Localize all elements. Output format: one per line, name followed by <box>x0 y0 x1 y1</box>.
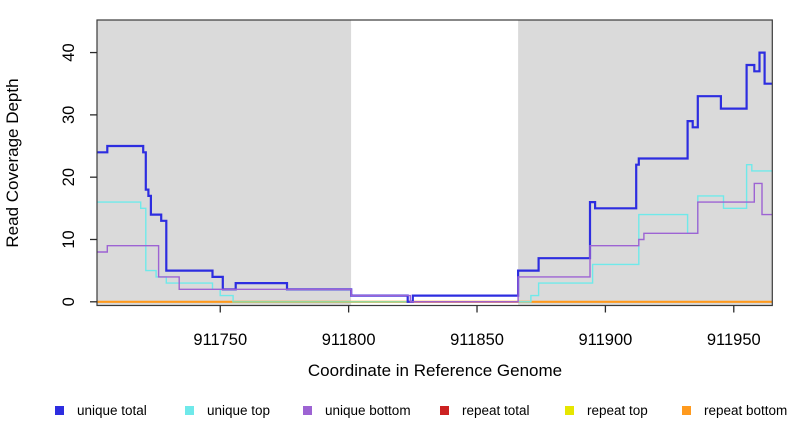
plot-border <box>96 19 773 307</box>
y-tick-label: 10 <box>60 230 78 248</box>
legend-swatch-icon <box>565 405 574 415</box>
x-tick-label: 911850 <box>450 331 504 349</box>
legend-item-repeat-top: repeat top <box>565 400 648 420</box>
y-tick-label: 30 <box>60 106 78 124</box>
legend-label: unique bottom <box>325 402 411 418</box>
x-axis-title: Coordinate in Reference Genome <box>307 361 563 380</box>
background-region <box>518 20 773 306</box>
x-tick-label: 911950 <box>707 331 761 349</box>
series-unique-total-line <box>97 51 773 303</box>
legend-swatch-icon <box>682 405 691 415</box>
legend-item-unique-total: unique total <box>55 400 147 420</box>
y-tick-label: 20 <box>60 168 78 186</box>
series-unique-bottom-line <box>97 182 773 303</box>
legend-item-repeat-bottom: repeat bottom <box>682 400 787 420</box>
legend-item-unique-top: unique top <box>185 400 270 420</box>
y-tick-label: 0 <box>60 297 78 306</box>
legend-item-unique-bottom: unique bottom <box>303 400 411 420</box>
background-region <box>351 20 519 306</box>
background-region <box>97 20 352 306</box>
legend-item-repeat-total: repeat total <box>440 400 530 420</box>
y-tick-label: 40 <box>60 43 78 61</box>
legend-label: unique top <box>207 402 271 418</box>
legend-swatch-icon <box>185 405 194 415</box>
legend-swatch-icon <box>55 405 64 415</box>
x-tick-label: 911800 <box>322 331 376 349</box>
legend-swatch-icon <box>303 405 312 415</box>
legend-label: repeat bottom <box>704 402 788 418</box>
series-group <box>97 51 773 303</box>
legend-label: repeat total <box>462 402 530 418</box>
legend-label: unique total <box>77 402 147 418</box>
legend-label: repeat top <box>587 402 648 418</box>
legend-swatch-icon <box>440 405 449 415</box>
y-axis-title: Read Coverage Depth <box>3 78 22 248</box>
x-tick-label: 911750 <box>193 331 247 349</box>
chart-legend: unique total unique top unique bottom repea… <box>0 400 792 422</box>
x-tick-label: 911900 <box>578 331 632 349</box>
